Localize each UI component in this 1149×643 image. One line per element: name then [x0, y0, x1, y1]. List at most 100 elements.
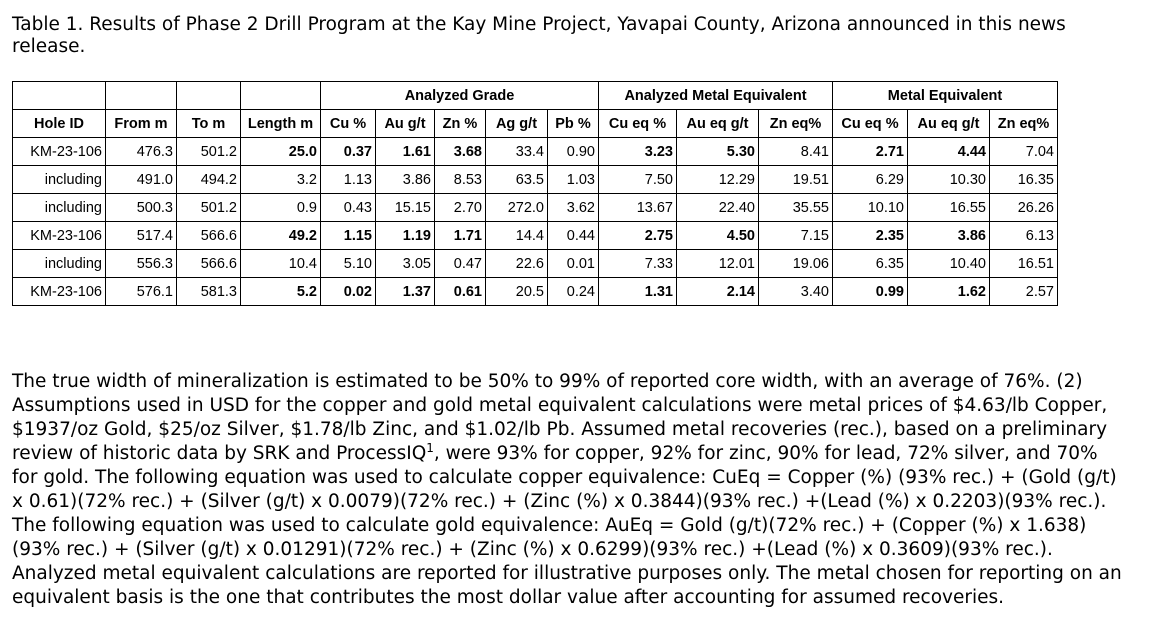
hole-id-cell: including [12, 193, 106, 222]
column-header: Au g/t [375, 109, 435, 138]
table-cell: 49.2 [240, 221, 321, 250]
table-cell: 3.05 [375, 249, 435, 278]
group-header-metal-equivalent: Metal Equivalent [832, 81, 1058, 110]
table-cell: 0.43 [320, 193, 376, 222]
column-header: Cu % [320, 109, 376, 138]
table-cell: 33.4 [485, 137, 548, 166]
table-cell: 0.47 [434, 249, 486, 278]
table-row: KM-23-106 576.1 581.3 5.2 0.02 1.37 0.61 20.5 0.… [12, 277, 1058, 306]
table-cell: 25.0 [240, 137, 321, 166]
table-cell: 1.03 [547, 165, 599, 194]
table-cell: 500.3 [105, 193, 177, 222]
footnote-text: The true width of mineralization is esti… [12, 371, 1108, 464]
column-header: Hole ID [12, 109, 106, 138]
table-cell: 3.68 [434, 137, 486, 166]
table-cell: 0.01 [547, 249, 599, 278]
table-cell: 20.5 [485, 277, 548, 306]
table-cell: 1.71 [434, 221, 486, 250]
table-cell: 0.61 [434, 277, 486, 306]
table-cell: 1.62 [907, 277, 990, 306]
table-cell: 581.3 [176, 277, 241, 306]
column-header: Cu eq % [832, 109, 908, 138]
table-cell: 16.51 [989, 249, 1058, 278]
table-cell: 10.4 [240, 249, 321, 278]
table-row: including 500.3 501.2 0.9 0.43 15.15 2.70 272.0… [12, 193, 1058, 222]
table-cell: 272.0 [485, 193, 548, 222]
table-cell: 491.0 [105, 165, 177, 194]
table-cell: 2.70 [434, 193, 486, 222]
table-cell: 2.14 [676, 277, 759, 306]
table-cell: 1.15 [320, 221, 376, 250]
table-cell: 517.4 [105, 221, 177, 250]
table-cell: 5.2 [240, 277, 321, 306]
table-cell: 10.30 [907, 165, 990, 194]
table-cell: 12.01 [676, 249, 759, 278]
table-cell: 1.61 [375, 137, 435, 166]
footnote-superscript: 1 [426, 440, 434, 455]
table-cell: 7.33 [598, 249, 677, 278]
table-cell: 4.50 [676, 221, 759, 250]
table-cell: 13.67 [598, 193, 677, 222]
table-cell: 0.99 [832, 277, 908, 306]
table-cell: 19.06 [758, 249, 833, 278]
table-cell: 494.2 [176, 165, 241, 194]
table-cell: 1.31 [598, 277, 677, 306]
table-cell: 0.9 [240, 193, 321, 222]
group-header-analyzed-grade: Analyzed Grade [320, 81, 599, 110]
table-cell: 2.75 [598, 221, 677, 250]
table-cell: 3.86 [907, 221, 990, 250]
table-cell: 3.86 [375, 165, 435, 194]
table-row: including 491.0 494.2 3.2 1.13 3.86 8.53 63.5 1.… [12, 165, 1058, 194]
table-cell: 15.15 [375, 193, 435, 222]
table-cell: 566.6 [176, 249, 241, 278]
table-cell: 10.40 [907, 249, 990, 278]
table-cell: 501.2 [176, 137, 241, 166]
hole-id-cell: KM-23-106 [12, 137, 106, 166]
hole-id-cell: KM-23-106 [12, 277, 106, 306]
table-cell: 16.55 [907, 193, 990, 222]
table-cell: 5.30 [676, 137, 759, 166]
hole-id-cell: including [12, 165, 106, 194]
table-cell: 8.53 [434, 165, 486, 194]
table-cell: 19.51 [758, 165, 833, 194]
table-cell: 3.62 [547, 193, 599, 222]
column-header: Pb % [547, 109, 599, 138]
group-header-row: Analyzed Grade Analyzed Metal Equivalent… [12, 81, 1058, 110]
table-cell: 0.90 [547, 137, 599, 166]
table-cell: 63.5 [485, 165, 548, 194]
table-cell: 7.15 [758, 221, 833, 250]
hole-id-cell: including [12, 249, 106, 278]
table-cell: 6.13 [989, 221, 1058, 250]
column-header: Length m [240, 109, 321, 138]
table-cell: 1.19 [375, 221, 435, 250]
table-cell: 22.6 [485, 249, 548, 278]
table-cell: 1.13 [320, 165, 376, 194]
column-header: Au eq g/t [676, 109, 759, 138]
table-cell: 3.40 [758, 277, 833, 306]
table-cell: 10.10 [832, 193, 908, 222]
table-row: KM-23-106 517.4 566.6 49.2 1.15 1.19 1.71 14.4 0… [12, 221, 1058, 250]
table-cell: 2.71 [832, 137, 908, 166]
column-header: Zn eq% [758, 109, 833, 138]
table-cell: 0.37 [320, 137, 376, 166]
group-header-analyzed-metal-equivalent: Analyzed Metal Equivalent [598, 81, 833, 110]
table-cell: 576.1 [105, 277, 177, 306]
column-header: Ag g/t [485, 109, 548, 138]
table-cell: 556.3 [105, 249, 177, 278]
column-header: To m [176, 109, 241, 138]
column-header: Zn % [434, 109, 486, 138]
table-cell: 7.50 [598, 165, 677, 194]
table-cell: 16.35 [989, 165, 1058, 194]
table-cell: 4.44 [907, 137, 990, 166]
table-row: KM-23-106 476.3 501.2 25.0 0.37 1.61 3.68 33.4 0… [12, 137, 1058, 166]
table-cell: 12.29 [676, 165, 759, 194]
table-cell: 566.6 [176, 221, 241, 250]
table-cell: 8.41 [758, 137, 833, 166]
table-cell: 2.35 [832, 221, 908, 250]
column-header: Cu eq % [598, 109, 677, 138]
table-cell: 476.3 [105, 137, 177, 166]
table-cell: 6.29 [832, 165, 908, 194]
table-row: including 556.3 566.6 10.4 5.10 3.05 0.47 22.6 0… [12, 249, 1058, 278]
hole-id-cell: KM-23-106 [12, 221, 106, 250]
table-cell: 3.2 [240, 165, 321, 194]
